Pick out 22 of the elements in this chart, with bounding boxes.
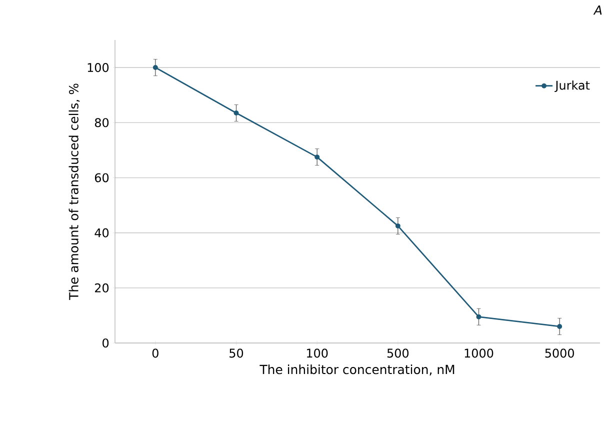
x-axis-title: The inhibitor concentration, nM (260, 364, 454, 376)
legend-label: Jurkat (554, 80, 590, 92)
text: A (593, 6, 602, 15)
point (234, 110, 239, 116)
y-axis-title: The amount of transduced cells, % (68, 84, 80, 300)
y-tick-label: 0 (102, 338, 109, 348)
y-tick-label: 80 (94, 118, 109, 128)
point (152, 65, 158, 70)
y-tick-label: 20 (95, 283, 109, 292)
x-tick-label: 5000 (545, 348, 574, 358)
y-tick-label: 60 (94, 173, 109, 182)
point (476, 314, 482, 320)
x-tick-label: 1000 (464, 348, 494, 358)
y-tick-label: 40 (94, 228, 109, 238)
point (314, 154, 320, 160)
x-tick-label: 100 (306, 348, 328, 358)
y-tick-label: 100 (88, 63, 109, 72)
x-tick-label: 0 (152, 348, 158, 358)
point (395, 223, 400, 228)
x-tick-label: 50 (230, 348, 244, 358)
x-tick-label: 500 (387, 348, 409, 358)
point (557, 324, 562, 329)
